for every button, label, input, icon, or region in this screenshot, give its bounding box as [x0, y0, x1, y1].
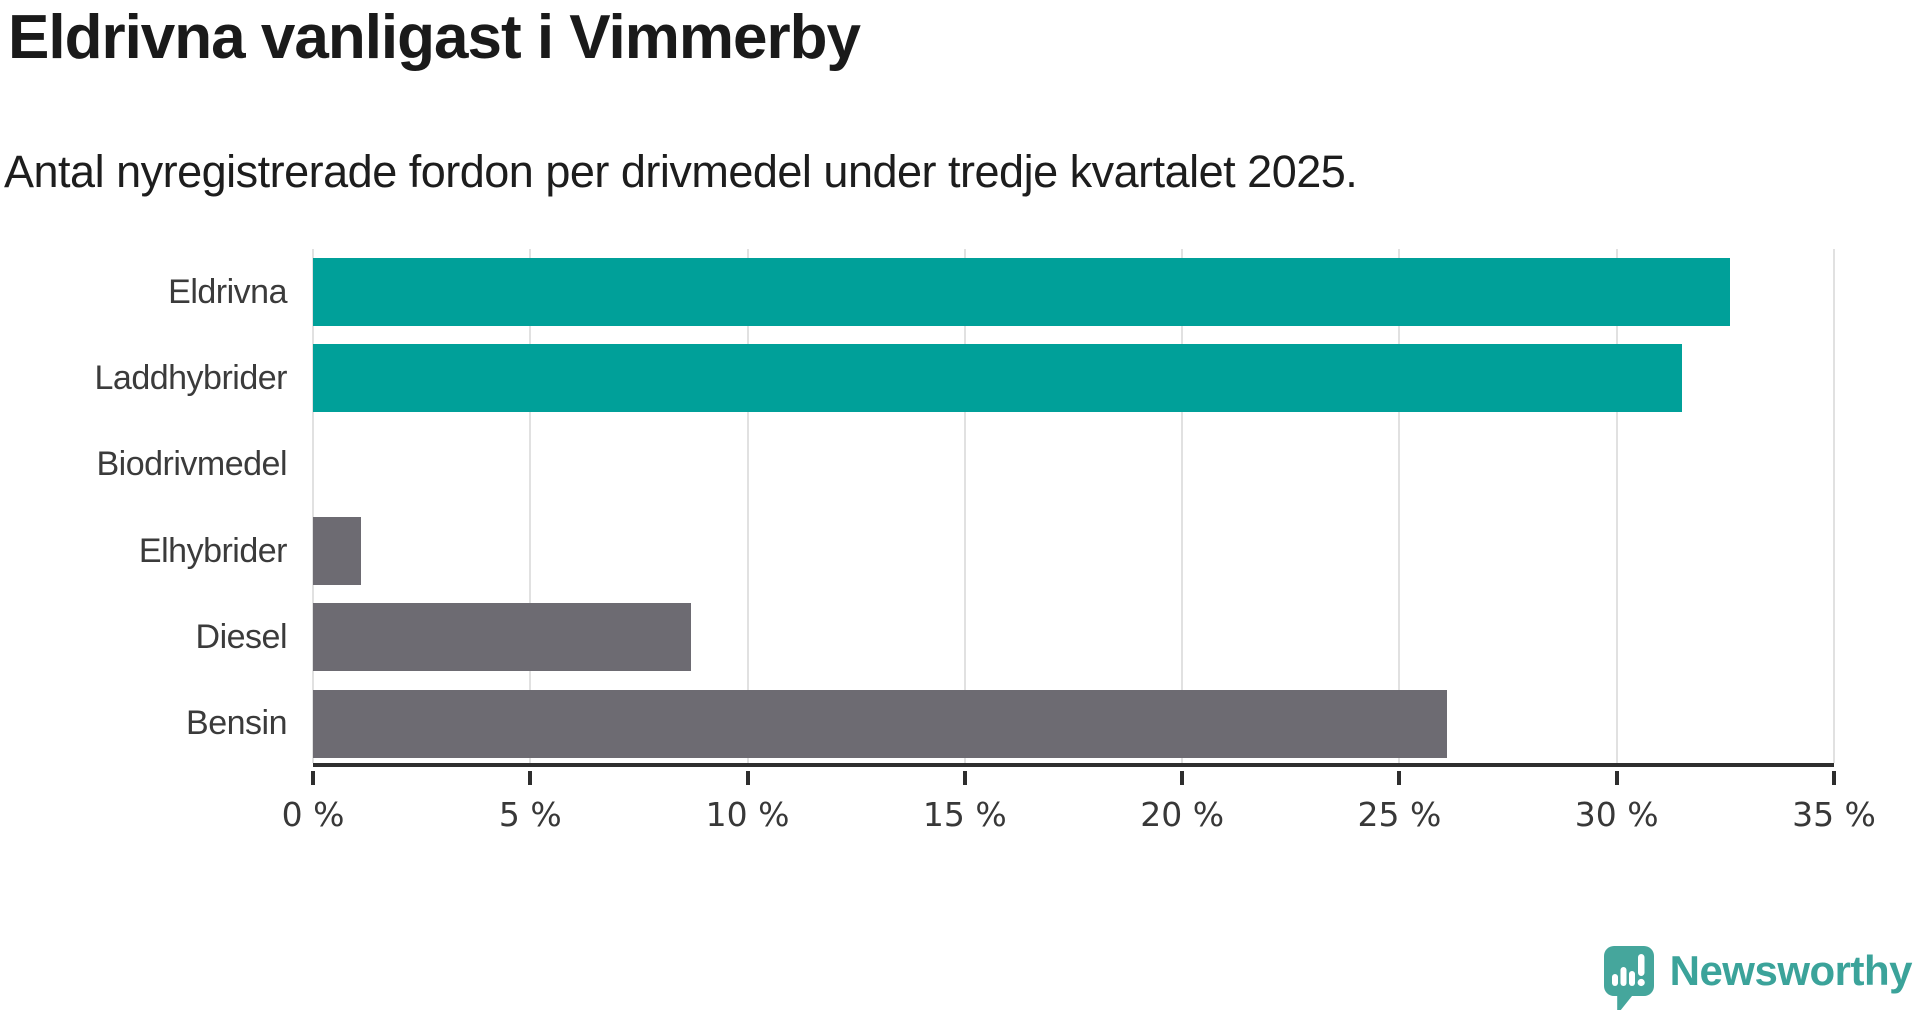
x-axis-tick [528, 771, 533, 785]
x-axis-tick [1397, 771, 1402, 785]
x-axis: 0 % 5 % 10 % 15 % 20 % 25 % 30 % 35 % [282, 767, 1876, 857]
chart-subtitle: Antal nyregistrerade fordon per drivmede… [4, 146, 1358, 197]
gridline [963, 249, 966, 763]
bar-bensin [313, 689, 1448, 758]
bar-row [313, 335, 1834, 421]
plot-area [312, 249, 1835, 767]
x-axis-tick [1180, 771, 1185, 785]
category-label: Bensin [186, 704, 287, 743]
bar-row [313, 681, 1834, 767]
x-axis-tick-label: 30 % [1574, 795, 1659, 834]
newsworthy-bubble-chart-icon [1603, 946, 1654, 1010]
category-axis: Eldrivna Laddhybrider Biodrivmedel Elhybrid… [0, 249, 288, 767]
x-axis-tick-label: 20 % [1140, 795, 1225, 834]
gridline [746, 249, 749, 763]
bar-row [313, 594, 1834, 680]
x-axis-tick-label: 0 % [281, 795, 345, 834]
gridline [1615, 249, 1618, 763]
category-label: Elhybrider [138, 531, 288, 570]
bar-diesel [313, 603, 692, 672]
gridline [1833, 249, 1835, 763]
bar-elhybrider [313, 517, 361, 586]
x-axis-tick-label: 35 % [1792, 795, 1876, 834]
x-axis-tick-label: 15 % [922, 795, 1007, 834]
bar-row [313, 422, 1834, 508]
bar-row [313, 249, 1834, 335]
chart-title: Eldrivna vanligast i Vimmerby [8, 3, 861, 72]
x-axis-tick [1614, 771, 1619, 785]
gridline [529, 249, 532, 763]
gridline [1398, 249, 1401, 763]
category-label: Biodrivmedel [96, 445, 287, 484]
bar-laddhybrider [313, 344, 1682, 413]
x-axis-tick-label: 10 % [705, 795, 790, 834]
gridline [312, 249, 314, 763]
x-axis-tick [1832, 771, 1836, 785]
x-axis-tick [311, 771, 315, 785]
x-axis-tick-label: 25 % [1357, 795, 1442, 834]
x-axis-tick [962, 771, 967, 785]
gridline [1181, 249, 1184, 763]
bar-row [313, 508, 1834, 594]
bar-eldrivna [313, 258, 1730, 327]
category-label: Laddhybrider [94, 358, 288, 397]
newsworthy-logo: Newsworthy [1603, 938, 1913, 1010]
category-label: Eldrivna [168, 272, 287, 311]
x-axis-tick [745, 771, 750, 785]
newsworthy-wordmark: Newsworthy [1669, 947, 1913, 994]
category-label: Diesel [195, 617, 288, 656]
x-axis-tick-label: 5 % [498, 795, 562, 834]
